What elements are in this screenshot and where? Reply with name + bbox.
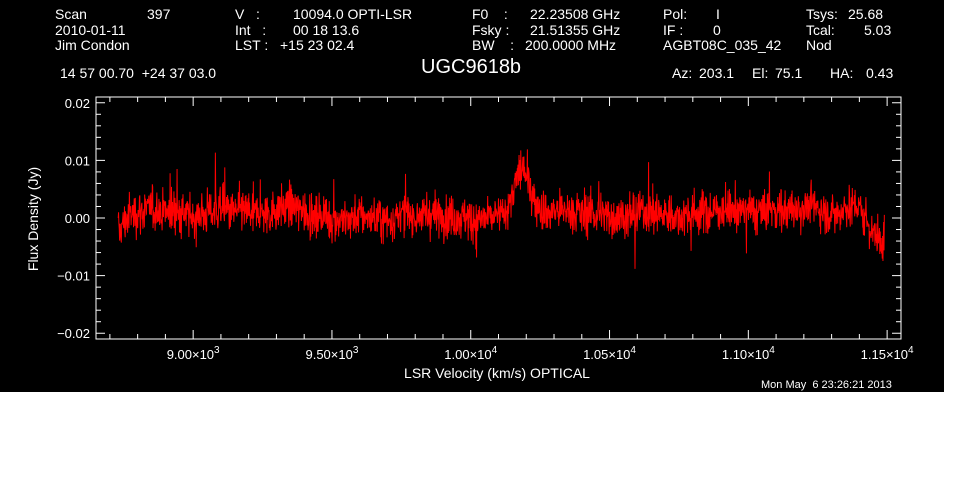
coordinates-text: 14 57 00.70 +24 37 03.0 bbox=[60, 65, 217, 81]
source-name: UGC9618b bbox=[421, 56, 522, 78]
ha-value: 0.43 bbox=[866, 65, 894, 81]
x-tick-label: 1.05×104 bbox=[583, 345, 636, 362]
spectrum-chart: 9.00×103 9.50×103 1.00×104 1.05×104 1.10×104… bbox=[25, 96, 914, 381]
velocity-label: V : bbox=[235, 6, 260, 22]
f0-label: F0 : bbox=[472, 6, 508, 22]
tsys-label: Tsys: bbox=[806, 6, 838, 22]
y-tick-label: −0.01 bbox=[57, 269, 90, 284]
az-label: Az: bbox=[672, 65, 693, 81]
fsky-value: 21.51355 GHz bbox=[530, 22, 621, 38]
el-label: El: bbox=[752, 65, 769, 81]
timestamp-text: Mon May 6 23:26:21 2013 bbox=[761, 379, 892, 391]
bw-value: 200.0000 MHz bbox=[525, 37, 617, 53]
y-tick-label: 0.00 bbox=[65, 211, 90, 226]
y-tick-label: −0.02 bbox=[57, 326, 90, 341]
x-tick-label: 9.50×103 bbox=[305, 345, 358, 362]
tcal-value: 5.03 bbox=[864, 22, 892, 38]
pol-label: Pol: bbox=[663, 6, 688, 22]
date-text: 2010-01-11 bbox=[55, 22, 126, 38]
x-tick-label: 1.15×104 bbox=[861, 345, 914, 362]
if-value: 0 bbox=[713, 22, 721, 38]
x-tick-label: 9.00×103 bbox=[167, 345, 220, 362]
if-label: IF : bbox=[663, 22, 684, 38]
lst-label: LST : bbox=[235, 37, 269, 53]
mode-text: Nod bbox=[806, 37, 832, 53]
scan-label: Scan bbox=[55, 6, 87, 22]
tcal-label: Tcal: bbox=[806, 22, 835, 38]
ha-label: HA: bbox=[830, 65, 854, 81]
plot-window: Scan 397 2010-01-11 Jim Condon V : 10094… bbox=[0, 0, 944, 392]
f0-value: 22.23508 GHz bbox=[530, 6, 621, 22]
project-text: AGBT08C_035_42 bbox=[663, 37, 782, 53]
pol-value: I bbox=[716, 6, 720, 22]
spectrum-line bbox=[117, 149, 885, 269]
velocity-value: 10094.0 OPTI-LSR bbox=[293, 6, 413, 22]
lst-value: +15 23 02.4 bbox=[280, 37, 355, 53]
observer-text: Jim Condon bbox=[55, 37, 130, 53]
x-tick-label: 1.10×104 bbox=[722, 345, 775, 362]
y-tick-label: 0.02 bbox=[65, 96, 90, 111]
az-value: 203.1 bbox=[699, 65, 735, 81]
x-axis-label: LSR Velocity (km/s) OPTICAL bbox=[404, 365, 590, 381]
x-tick-label: 1.00×104 bbox=[444, 345, 497, 362]
tsys-value: 25.68 bbox=[848, 6, 884, 22]
fsky-label: Fsky : bbox=[472, 22, 510, 38]
integration-value: 00 18 13.6 bbox=[293, 22, 360, 38]
el-value: 75.1 bbox=[775, 65, 803, 81]
y-tick-label: 0.01 bbox=[65, 153, 90, 168]
y-axis-label: Flux Density (Jy) bbox=[25, 167, 41, 271]
integration-label: Int : bbox=[235, 22, 267, 38]
bw-label: BW : bbox=[472, 37, 514, 53]
scan-value: 397 bbox=[147, 6, 171, 22]
